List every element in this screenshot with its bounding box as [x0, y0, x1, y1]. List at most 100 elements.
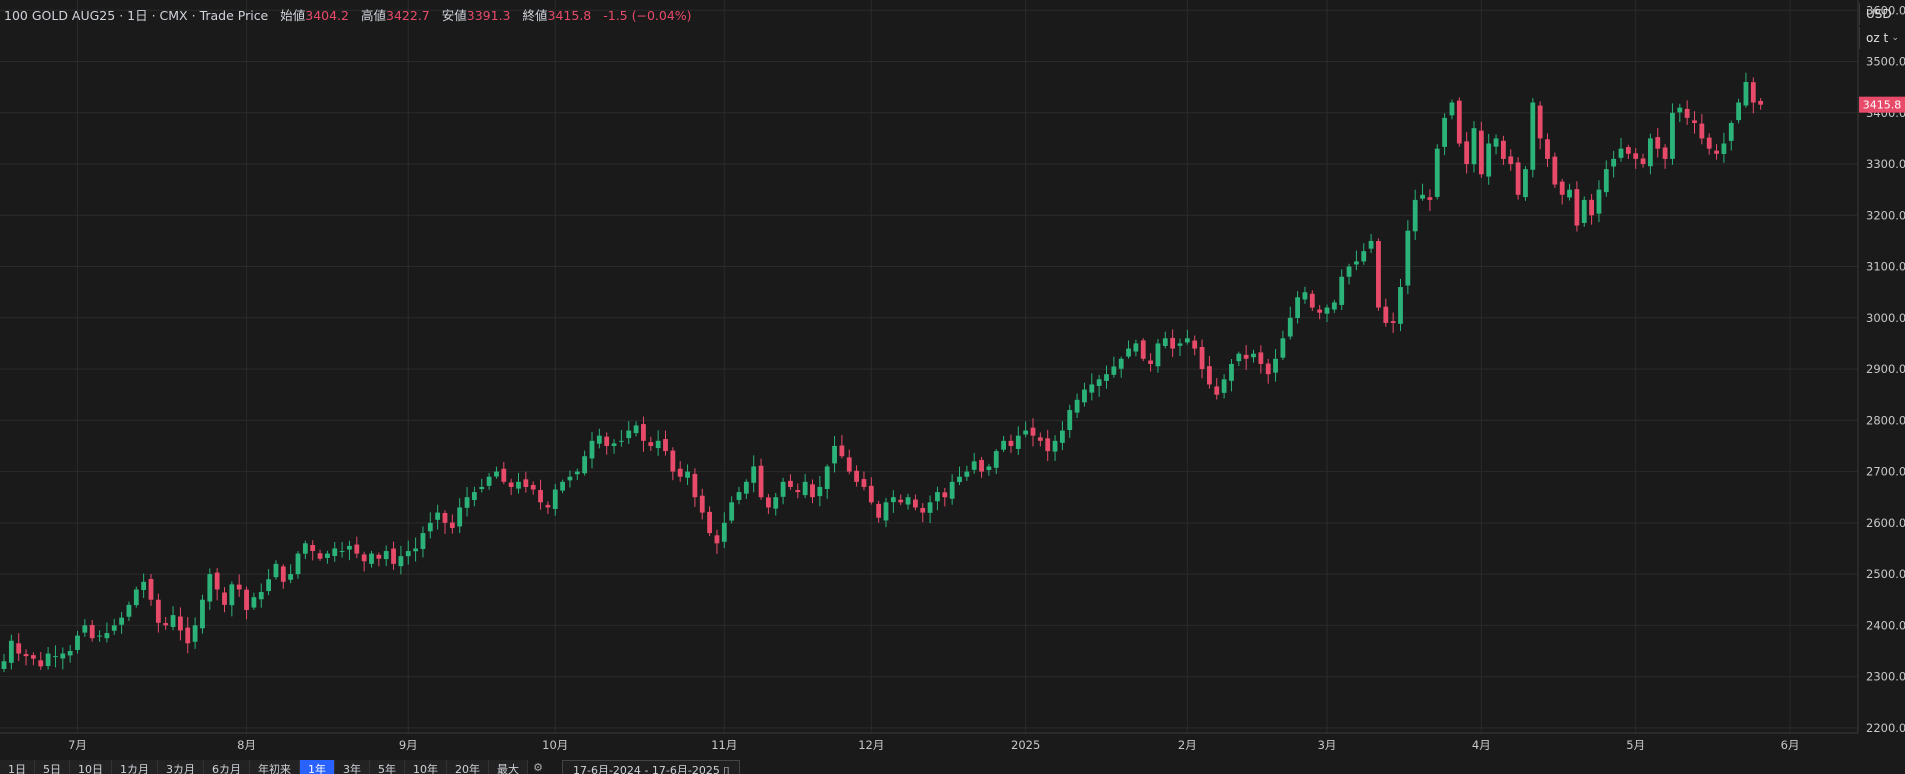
currency-label: USD: [1866, 7, 1892, 21]
calendar-icon[interactable]: ▯: [723, 764, 730, 774]
candle-up: [1449, 102, 1455, 116]
range-button-2[interactable]: 10日: [70, 760, 112, 774]
candle-up: [1611, 158, 1617, 167]
candle-up: [170, 615, 176, 627]
candle-down: [89, 625, 95, 639]
candle-down: [1170, 337, 1176, 349]
open-value: 3404.2: [305, 8, 350, 23]
range-button-0[interactable]: 1日: [0, 760, 35, 774]
range-button-6[interactable]: 年初来: [250, 760, 300, 774]
candle-up: [685, 471, 690, 478]
candle-down: [920, 507, 926, 513]
date-range-picker[interactable]: 17-6月-2024 - 17-6月-2025 ▯: [562, 760, 741, 774]
candle-up: [1354, 261, 1359, 265]
y-tick-label: 3000.0: [1866, 311, 1905, 325]
candle-down: [758, 465, 764, 498]
range-toolbar: 1日 5日 10日 1カ月 3カ月 6カ月 年初来 1年 3年 5年 10年 20年 最大 ⚙ 17-6…: [0, 760, 1905, 774]
range-button-11[interactable]: 20年: [447, 760, 489, 774]
y-tick-label: 3500.0: [1866, 55, 1905, 69]
candle-up: [1126, 348, 1131, 357]
x-tick-label: 9月: [399, 738, 418, 752]
candle-down: [766, 497, 771, 508]
low-value: 3391.3: [466, 8, 511, 23]
candle-up: [993, 451, 999, 468]
candle-up: [1295, 297, 1300, 318]
date-sep: -: [644, 764, 649, 774]
candle-down: [538, 490, 543, 503]
candle-down: [178, 616, 183, 631]
x-tick-label: 8月: [237, 738, 256, 752]
chart-grid: [0, 0, 1858, 733]
candle-up: [1567, 189, 1572, 198]
candle-up: [1074, 399, 1080, 413]
range-button-9[interactable]: 5年: [370, 760, 405, 774]
low-label: 安値: [441, 8, 467, 23]
candle-down: [280, 566, 286, 582]
candle-down: [663, 439, 668, 452]
candle-down: [942, 492, 948, 498]
y-tick-label: 2400.0: [1866, 618, 1905, 632]
candle-up: [1412, 199, 1418, 232]
candle-up: [957, 476, 962, 483]
candle-up: [405, 551, 411, 557]
currency-selector[interactable]: USD: [1859, 3, 1905, 25]
candle-down: [376, 554, 382, 559]
candle-up: [97, 635, 102, 637]
range-button-7[interactable]: 1年: [300, 760, 335, 774]
candle-up: [1221, 379, 1227, 393]
candle-down: [545, 504, 551, 508]
candle-up: [472, 492, 477, 500]
x-tick-label: 12月: [858, 738, 884, 752]
candle-down: [1714, 150, 1719, 154]
date-from: 17-6月-2024: [573, 764, 641, 774]
candle-down: [1243, 354, 1249, 359]
candle-down: [913, 499, 918, 508]
candle-down: [1552, 156, 1558, 185]
candle-up: [1104, 374, 1109, 381]
x-tick-label: 3月: [1318, 738, 1337, 752]
range-button-12[interactable]: 最大: [489, 760, 528, 774]
candle-down: [648, 442, 654, 446]
candle-up: [1398, 287, 1403, 324]
chevron-down-icon: ⌄: [1891, 33, 1899, 43]
unit-selector[interactable]: oz t ⌄: [1859, 27, 1905, 49]
candle-down: [854, 470, 859, 482]
candle-down: [1640, 158, 1646, 165]
candle-up: [141, 581, 147, 591]
candle-down: [1692, 120, 1697, 124]
candle-up: [53, 656, 58, 658]
candle-up: [743, 481, 749, 494]
high-label: 高値: [361, 8, 387, 23]
last-price-marker: 3415.8: [1859, 96, 1905, 113]
candle-down: [1537, 105, 1543, 139]
candle-up: [560, 481, 565, 491]
candle-up: [486, 476, 492, 486]
gear-icon[interactable]: ⚙: [533, 760, 543, 774]
range-button-1[interactable]: 5日: [35, 760, 70, 774]
candle-up: [1493, 138, 1499, 147]
candle-up: [1251, 353, 1256, 358]
candle-up: [1420, 194, 1425, 199]
candle-up: [60, 653, 66, 659]
candle-up: [192, 625, 198, 642]
range-button-3[interactable]: 1カ月: [112, 760, 158, 774]
candle-down: [604, 436, 610, 446]
x-tick-label: 4月: [1472, 738, 1491, 752]
range-button-8[interactable]: 3年: [335, 760, 370, 774]
candle-down: [1192, 340, 1198, 349]
candle-up: [626, 430, 632, 439]
candle-up: [1023, 430, 1029, 435]
candle-up: [383, 551, 389, 560]
candle-up: [655, 440, 661, 449]
symbol-name[interactable]: 100 GOLD AUG25: [4, 8, 116, 23]
candle-up: [457, 507, 463, 527]
candle-down: [1265, 363, 1271, 375]
candle-up: [736, 492, 742, 500]
candle-up: [964, 471, 970, 477]
range-button-4[interactable]: 3カ月: [158, 760, 204, 774]
candle-up: [258, 592, 264, 600]
candle-up: [802, 481, 808, 496]
range-button-5[interactable]: 6カ月: [204, 760, 250, 774]
range-button-10[interactable]: 10年: [405, 760, 447, 774]
